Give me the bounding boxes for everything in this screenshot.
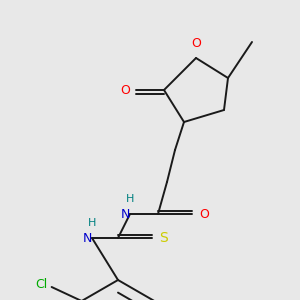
Text: S: S — [159, 231, 168, 245]
Text: H: H — [126, 194, 134, 204]
Text: Cl: Cl — [35, 278, 48, 292]
Text: O: O — [191, 37, 201, 50]
Text: H: H — [88, 218, 96, 228]
Text: N: N — [121, 208, 130, 220]
Text: O: O — [120, 83, 130, 97]
Text: O: O — [199, 208, 209, 220]
Text: N: N — [82, 232, 92, 244]
